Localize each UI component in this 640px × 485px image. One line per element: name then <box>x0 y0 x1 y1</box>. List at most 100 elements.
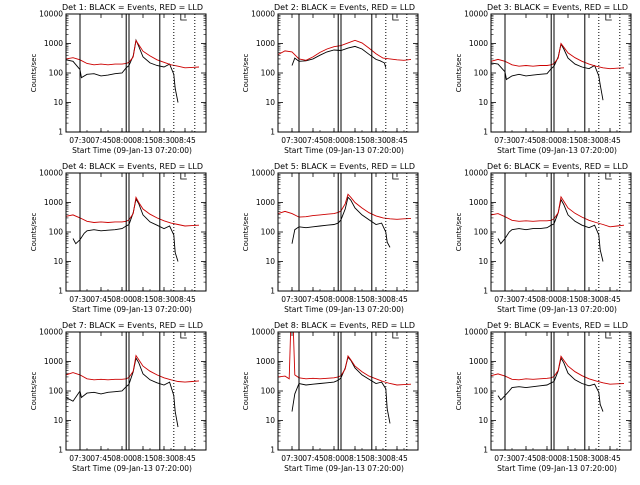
x-tick-label: 08:15 <box>344 295 366 304</box>
x-tick-label: 07:30 <box>281 295 303 304</box>
y-tick-label: 1 <box>483 128 488 137</box>
chart-title: Det 3: BLACK = Events, RED = LLD <box>487 3 628 12</box>
bracket-mark <box>605 14 612 21</box>
x-tick-label: 08:30 <box>578 454 600 463</box>
x-tick-label: 07:30 <box>494 136 516 145</box>
y-tick-label: 10000 <box>464 169 488 178</box>
x-axis-label: Start Time (09-Jan-13 07:20:00) <box>72 464 192 473</box>
y-tick-label: 10 <box>478 98 488 107</box>
x-tick-label: 08:45 <box>386 295 408 304</box>
y-tick-label: 10000 <box>464 10 488 19</box>
panel-8: Det 8: BLACK = Events, RED = LLD Counts/s… <box>242 321 419 473</box>
x-tick-label: 07:45 <box>302 136 324 145</box>
x-tick-label: 07:45 <box>90 136 112 145</box>
x-tick-label: 07:30 <box>494 295 516 304</box>
x-tick-label: 08:30 <box>578 295 600 304</box>
x-tick-label: 08:15 <box>132 295 154 304</box>
y-tick-label: 1 <box>58 446 63 455</box>
x-tick-label: 07:30 <box>494 454 516 463</box>
x-tick-label: 08:30 <box>578 136 600 145</box>
series-lld-line <box>278 39 412 61</box>
series-lld-line <box>66 354 200 383</box>
y-tick-label: 1000 <box>469 357 488 366</box>
x-tick-label: 07:45 <box>515 136 537 145</box>
x-tick-label: 07:45 <box>90 295 112 304</box>
y-tick-label: 1 <box>270 287 275 296</box>
x-tick-label: 08:15 <box>132 454 154 463</box>
x-tick-label: 08:00 <box>323 454 345 463</box>
y-tick-label: 10000 <box>39 10 63 19</box>
y-axis-label: Counts/sec <box>30 54 38 93</box>
x-tick-label: 08:15 <box>557 136 579 145</box>
panel-9: Det 9: BLACK = Events, RED = LLD Counts/s… <box>455 321 632 473</box>
y-tick-label: 10 <box>53 416 63 425</box>
plot-frame <box>277 172 419 292</box>
x-tick-label: 07:45 <box>515 295 537 304</box>
y-tick-label: 1000 <box>469 198 488 207</box>
y-tick-label: 1000 <box>256 357 275 366</box>
plot-frame <box>490 172 632 292</box>
y-tick-label: 1 <box>58 128 63 137</box>
y-axis-label: Counts/sec <box>30 213 38 252</box>
x-tick-label: 08:15 <box>344 454 366 463</box>
series-lld-line <box>491 195 625 228</box>
bracket-mark <box>180 14 187 21</box>
panel-4: Det 4: BLACK = Events, RED = LLD Counts/s… <box>30 162 207 314</box>
y-axis-label: Counts/sec <box>455 372 463 411</box>
x-tick-label: 08:00 <box>111 295 133 304</box>
x-tick-label: 08:15 <box>132 136 154 145</box>
bracket-mark <box>180 332 187 339</box>
x-tick-label: 07:45 <box>515 454 537 463</box>
y-tick-label: 100 <box>49 69 64 78</box>
x-tick-label: 07:30 <box>69 295 91 304</box>
x-tick-label: 07:45 <box>302 454 324 463</box>
x-tick-label: 08:30 <box>153 136 175 145</box>
x-tick-label: 08:15 <box>557 454 579 463</box>
y-tick-label: 1000 <box>44 198 63 207</box>
y-tick-label: 1 <box>270 128 275 137</box>
x-axis-label: Start Time (09-Jan-13 07:20:00) <box>497 464 617 473</box>
y-tick-label: 10 <box>265 416 275 425</box>
y-tick-label: 1 <box>270 446 275 455</box>
y-tick-label: 10 <box>53 257 63 266</box>
bracket-mark <box>392 173 399 180</box>
y-tick-label: 1000 <box>256 198 275 207</box>
plot-frame <box>490 331 632 451</box>
y-tick-label: 10 <box>478 257 488 266</box>
x-axis-label: Start Time (09-Jan-13 07:20:00) <box>497 305 617 314</box>
x-tick-label: 07:30 <box>69 454 91 463</box>
y-tick-label: 10000 <box>251 10 275 19</box>
y-tick-label: 100 <box>261 228 276 237</box>
y-tick-label: 10000 <box>39 169 63 178</box>
x-tick-label: 08:30 <box>365 295 387 304</box>
bracket-mark <box>392 332 399 339</box>
y-tick-label: 10000 <box>251 328 275 337</box>
y-tick-label: 10 <box>265 257 275 266</box>
y-tick-label: 1000 <box>469 39 488 48</box>
series-events-line <box>66 38 179 103</box>
x-tick-label: 08:15 <box>557 295 579 304</box>
y-tick-label: 1 <box>483 446 488 455</box>
x-tick-label: 08:00 <box>536 454 558 463</box>
x-tick-label: 08:00 <box>536 136 558 145</box>
y-axis-label: Counts/sec <box>455 213 463 252</box>
x-tick-label: 08:30 <box>365 454 387 463</box>
x-tick-label: 08:45 <box>386 454 408 463</box>
chart-title: Det 1: BLACK = Events, RED = LLD <box>62 3 203 12</box>
x-tick-label: 08:45 <box>599 136 621 145</box>
y-tick-label: 10000 <box>251 169 275 178</box>
plot-frame <box>65 172 207 292</box>
panel-5: Det 5: BLACK = Events, RED = LLD Counts/s… <box>242 162 419 314</box>
x-axis-label: Start Time (09-Jan-13 07:20:00) <box>497 146 617 155</box>
x-tick-label: 07:30 <box>69 136 91 145</box>
series-events-line <box>497 356 604 412</box>
panel-6: Det 6: BLACK = Events, RED = LLD Counts/s… <box>455 162 632 314</box>
plot-frame <box>277 331 419 451</box>
y-tick-label: 100 <box>474 69 489 78</box>
bracket-mark <box>392 14 399 21</box>
x-tick-label: 07:30 <box>281 454 303 463</box>
series-events-line <box>291 196 391 248</box>
x-tick-label: 08:30 <box>365 136 387 145</box>
